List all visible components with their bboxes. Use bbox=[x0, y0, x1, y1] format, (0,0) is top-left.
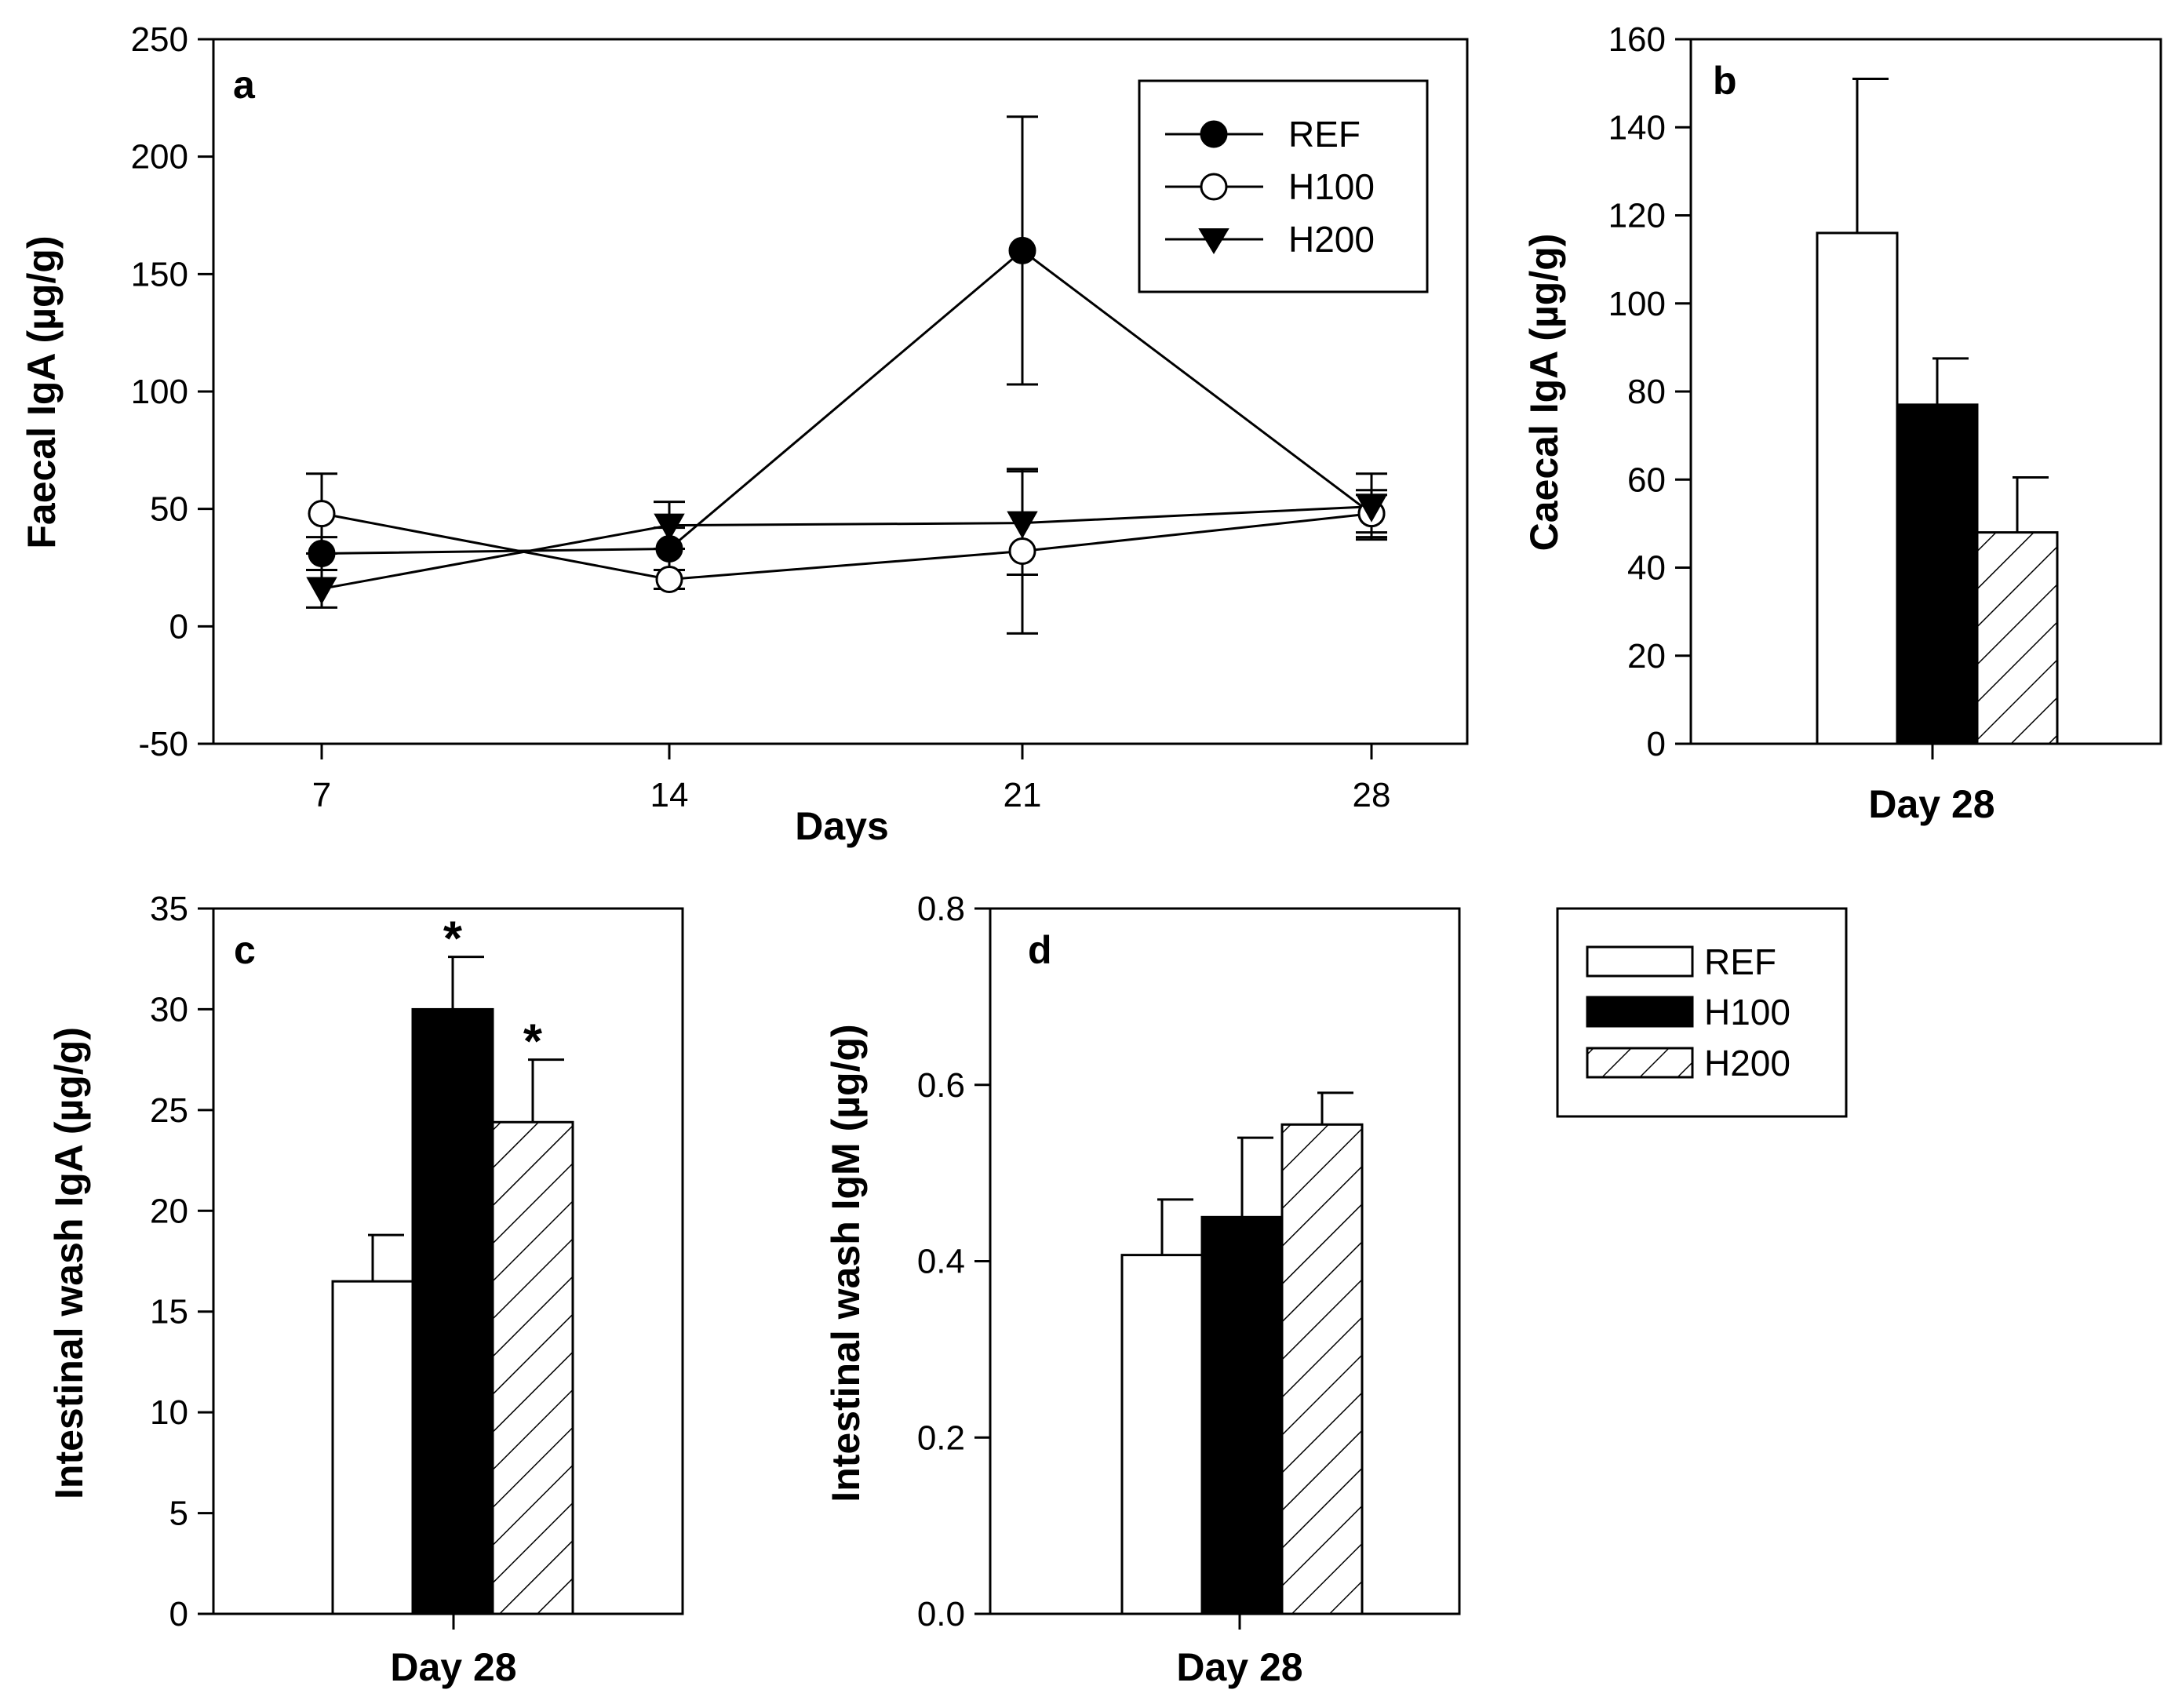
x-tick-label: 14 bbox=[650, 776, 689, 814]
y-tick-label: 250 bbox=[131, 20, 188, 59]
y-tick-label: 0.2 bbox=[917, 1418, 965, 1457]
data-point-ref bbox=[308, 540, 336, 568]
panel-a-line-chart: a Days Faecal IgA (µg/g) -50 0 50 100 150 200… bbox=[20, 20, 1469, 848]
y-axis-ticks: 0 5 10 15 20 25 30 35 bbox=[150, 890, 213, 1633]
panel-label: b bbox=[1713, 59, 1737, 103]
panel-d-bar-chart: d Day 28 Intestinal wash IgM (µg/g) 0.00… bbox=[824, 890, 1461, 1689]
bar-legend: REF H100 H200 bbox=[1556, 907, 1848, 1118]
panel-label: d bbox=[1028, 928, 1052, 972]
y-tick-label: 0 bbox=[1647, 725, 1666, 763]
bar-h100 bbox=[1896, 403, 1979, 745]
y-tick-label: 80 bbox=[1627, 373, 1666, 411]
y-tick-label: 10 bbox=[150, 1393, 188, 1432]
bar-h200 bbox=[491, 1120, 574, 1615]
y-tick-label: 0.0 bbox=[917, 1595, 965, 1633]
y-axis-ticks: -50 0 50 100 150 200 250 bbox=[131, 20, 213, 763]
data-point-h200 bbox=[1356, 494, 1387, 523]
y-tick-label: 0.6 bbox=[917, 1066, 965, 1105]
legend-label-ref: REF bbox=[1288, 114, 1361, 155]
x-tick-label: 28 bbox=[1353, 776, 1391, 814]
y-tick-label: 0.8 bbox=[917, 890, 965, 928]
y-tick-label: 100 bbox=[131, 373, 188, 411]
bars-group: ** bbox=[331, 912, 574, 1630]
significance-marker-h100: * bbox=[443, 912, 463, 967]
y-tick-label: 20 bbox=[150, 1192, 188, 1230]
bar-legend-swatch-h100 bbox=[1586, 996, 1694, 1028]
y-tick-label: 0 bbox=[169, 607, 188, 646]
y-tick-label: 140 bbox=[1608, 108, 1666, 147]
bars-group bbox=[1120, 1091, 1364, 1630]
y-axis-title: Intestinal wash IgM (µg/g) bbox=[824, 1024, 868, 1502]
bar-legend-label-h100: H100 bbox=[1704, 992, 1790, 1032]
y-tick-label: -50 bbox=[138, 725, 188, 763]
x-axis-title: Day 28 bbox=[1868, 782, 1994, 826]
bar-h200 bbox=[1280, 1123, 1364, 1615]
x-axis-title: Day 28 bbox=[1176, 1645, 1302, 1689]
series-line-h100 bbox=[321, 512, 1372, 581]
bar-h100 bbox=[411, 1007, 494, 1615]
panel-c-bar-chart: c Day 28 Intestinal wash IgA (µg/g) 0 5 10… bbox=[47, 890, 684, 1689]
legend-label-h200: H200 bbox=[1288, 219, 1375, 260]
bar-h100 bbox=[1200, 1215, 1284, 1615]
y-tick-label: 25 bbox=[150, 1091, 188, 1130]
bar-legend-swatch-ref bbox=[1586, 945, 1694, 978]
bar-legend-swatch-h200 bbox=[1586, 1047, 1694, 1079]
bar-ref bbox=[1120, 1254, 1204, 1615]
y-tick-label: 160 bbox=[1608, 20, 1666, 59]
significance-marker-h200: * bbox=[523, 1015, 543, 1069]
data-point-h100 bbox=[308, 500, 336, 528]
data-point-h200 bbox=[654, 513, 685, 541]
x-axis-ticks: 7 14 21 28 bbox=[312, 744, 1391, 814]
y-tick-label: 30 bbox=[150, 990, 188, 1029]
y-axis-title: Caecal IgA (µg/g) bbox=[1522, 234, 1566, 552]
legend-marker-h100 bbox=[1200, 173, 1228, 201]
data-point-h100 bbox=[655, 565, 683, 593]
series-line-ref bbox=[321, 249, 1372, 555]
y-axis-ticks: 0.0 0.2 0.4 0.6 0.8 bbox=[917, 890, 990, 1633]
data-point-h200 bbox=[1007, 511, 1038, 539]
data-point-ref bbox=[1008, 236, 1036, 264]
y-tick-label: 15 bbox=[150, 1293, 188, 1331]
legend-marker-h200 bbox=[1198, 228, 1229, 254]
y-tick-label: 50 bbox=[150, 490, 188, 529]
legend: REF H100 H200 bbox=[1138, 79, 1429, 293]
panel-label: a bbox=[233, 63, 256, 107]
bar-h200 bbox=[1976, 531, 2059, 745]
panel-b-bar-chart: b Day 28 Caecal IgA (µg/g) 0 20 40 60 80 100 1… bbox=[1522, 20, 2162, 826]
bars-group bbox=[1816, 78, 2059, 759]
data-point-h100 bbox=[1008, 537, 1036, 566]
y-tick-label: 120 bbox=[1608, 197, 1666, 235]
data-point-h200 bbox=[306, 577, 337, 605]
y-tick-label: 200 bbox=[131, 138, 188, 177]
y-tick-label: 35 bbox=[150, 890, 188, 928]
series-line-h200 bbox=[321, 505, 1372, 590]
bar-legend-label-ref: REF bbox=[1704, 941, 1776, 982]
y-tick-label: 100 bbox=[1608, 285, 1666, 323]
y-axis-title: Faecal IgA (µg/g) bbox=[20, 235, 64, 548]
x-tick-label: 7 bbox=[312, 776, 331, 814]
panel-label: c bbox=[234, 928, 256, 972]
y-axis-ticks: 0 20 40 60 80 100 120 140 160 bbox=[1608, 20, 1691, 763]
y-tick-label: 40 bbox=[1627, 549, 1666, 588]
legend-label-h100: H100 bbox=[1288, 166, 1375, 207]
y-axis-title: Intestinal wash IgA (µg/g) bbox=[47, 1027, 91, 1499]
x-axis-title: Days bbox=[795, 804, 889, 848]
y-tick-label: 60 bbox=[1627, 461, 1666, 499]
y-tick-label: 150 bbox=[131, 255, 188, 293]
legend-marker-ref bbox=[1200, 120, 1228, 148]
y-tick-label: 0.4 bbox=[917, 1243, 965, 1281]
series-group bbox=[306, 115, 1387, 635]
bar-ref bbox=[1816, 231, 1899, 745]
y-tick-label: 0 bbox=[169, 1595, 188, 1633]
y-tick-label: 20 bbox=[1627, 637, 1666, 676]
y-tick-label: 5 bbox=[169, 1495, 188, 1533]
x-axis-title: Day 28 bbox=[390, 1645, 516, 1689]
bar-legend-label-h200: H200 bbox=[1704, 1043, 1790, 1083]
bar-ref bbox=[331, 1280, 414, 1615]
x-tick-label: 21 bbox=[1004, 776, 1042, 814]
